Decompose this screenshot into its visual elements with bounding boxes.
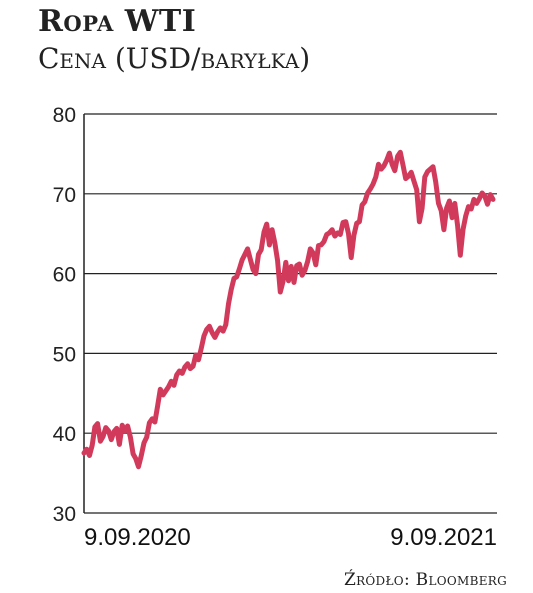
chart-title: Ropa WTI bbox=[38, 4, 197, 39]
chart-subtitle: Cena (USD/baryłka) bbox=[38, 42, 311, 75]
y-tick-label: 50 bbox=[53, 343, 76, 366]
series bbox=[81, 149, 496, 470]
x-tick-label-start: 9.09.2020 bbox=[84, 524, 191, 551]
series-line-0 bbox=[81, 149, 496, 470]
x-tick-labels: 9.09.2020 9.09.2021 bbox=[84, 524, 497, 551]
y-tick-label: 60 bbox=[53, 264, 76, 287]
source-note: Źródło: Bloomberg bbox=[343, 570, 507, 590]
y-tick-label: 70 bbox=[53, 184, 76, 207]
y-tick-label: 40 bbox=[53, 423, 76, 446]
x-tick-label-end: 9.09.2021 bbox=[390, 524, 497, 551]
y-tick-labels: 30 40 50 60 70 80 bbox=[53, 104, 76, 526]
y-tick-label: 80 bbox=[53, 104, 76, 127]
y-tick-label: 30 bbox=[53, 503, 76, 526]
grid bbox=[84, 113, 497, 514]
